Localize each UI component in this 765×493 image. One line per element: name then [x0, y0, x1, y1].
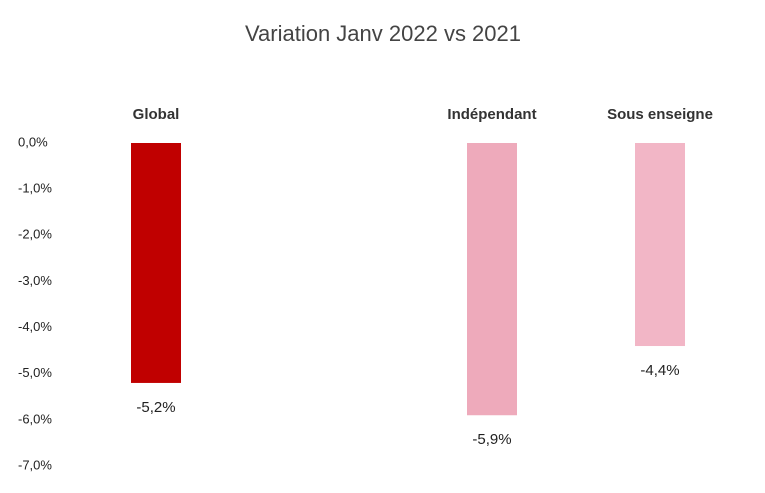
category-label: Indépendant — [447, 106, 536, 123]
y-tick-label: -2,0% — [18, 227, 52, 242]
category-label: Sous enseigne — [607, 106, 713, 123]
y-tick-label: 0,0% — [18, 134, 48, 149]
y-tick-label: -3,0% — [18, 273, 52, 288]
bar — [635, 143, 685, 347]
bar — [467, 143, 517, 416]
y-tick-label: -4,0% — [18, 319, 52, 334]
y-tick-label: -5,0% — [18, 365, 52, 380]
category-label: Global — [133, 106, 180, 123]
chart-title: Variation Janv 2022 vs 2021 — [245, 21, 521, 46]
value-label: -4,4% — [640, 362, 679, 379]
value-label: -5,2% — [136, 399, 175, 416]
value-label: -5,9% — [472, 431, 511, 448]
y-tick-label: -1,0% — [18, 181, 52, 196]
y-tick-label: -6,0% — [18, 411, 52, 426]
y-tick-label: -7,0% — [18, 457, 52, 472]
bar — [131, 143, 181, 383]
